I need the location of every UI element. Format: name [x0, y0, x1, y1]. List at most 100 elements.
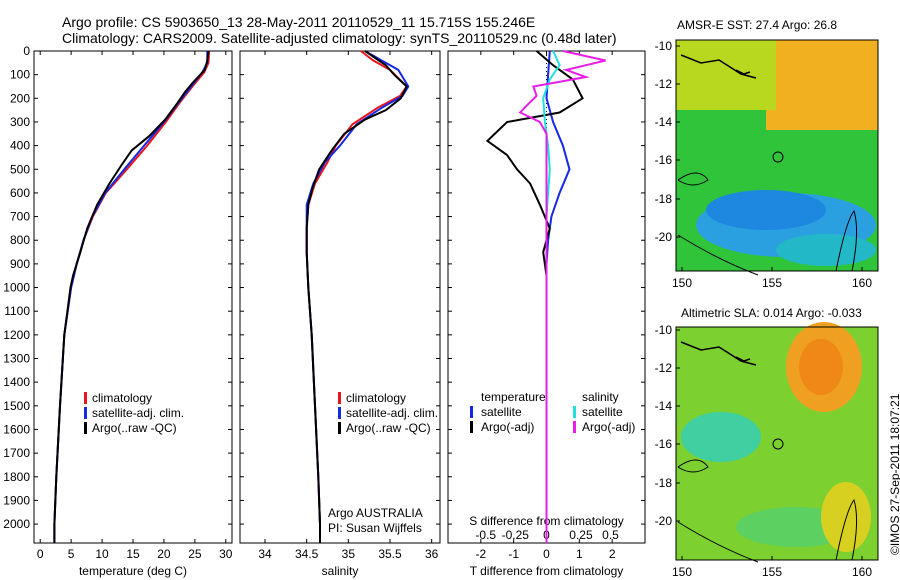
low-sla-patch: [681, 412, 761, 462]
legend-label: Argo(..raw -QC): [92, 421, 177, 435]
map-lat-label: -20: [655, 230, 673, 244]
depth-tick-label: 2000: [3, 517, 30, 531]
x-tick-label: 5: [68, 547, 75, 561]
contour: [677, 521, 759, 563]
series-line: [518, 50, 606, 543]
contour: [677, 172, 709, 186]
legend-swatch: [573, 421, 576, 433]
x-tick-label: 34: [258, 547, 272, 561]
legend-swatch: [573, 406, 576, 418]
x-tick-label: 35: [342, 547, 356, 561]
credit-line-2: PI: Susan Wijffels: [328, 521, 422, 535]
map-lat-label: -20: [655, 514, 673, 528]
warm-patch: [676, 40, 776, 110]
depth-tick-label: 1900: [3, 493, 30, 507]
legend-label: Argo(..raw -QC): [346, 421, 431, 435]
cool-patch: [706, 190, 826, 230]
legend-swatch: [338, 422, 341, 434]
depth-tick-label: 0: [23, 44, 30, 58]
map-lat-label: -18: [655, 192, 673, 206]
map-lon-label: 160: [852, 565, 872, 579]
map-lat-label: -14: [655, 115, 673, 129]
sla-map-title: Altimetric SLA: 0.014 Argo: -0.033: [681, 306, 862, 320]
legend-swatch: [84, 392, 87, 404]
map-lat-label: -10: [655, 39, 673, 53]
legend-label: climatology: [346, 391, 406, 405]
map-lon-label: 155: [762, 276, 782, 290]
depth-tick-label: 500: [10, 162, 30, 176]
x-tick-label: 20: [157, 547, 171, 561]
map-lon-label: 150: [672, 276, 692, 290]
depth-tick-label: 1800: [3, 470, 30, 484]
map-lat-label: -16: [655, 437, 673, 451]
credit-line-1: Argo AUSTRALIA: [328, 506, 423, 520]
x-tick-label: 0: [543, 547, 550, 561]
x-axis-label: T difference from climatology: [470, 564, 624, 578]
diff-legend-label: Argo(-adj): [481, 420, 534, 434]
warm-patch: [766, 40, 878, 130]
legend-swatch: [338, 392, 341, 404]
depth-tick-label: 1700: [3, 446, 30, 460]
x-tick-label: 10: [95, 547, 109, 561]
series-line: [53, 50, 210, 543]
legend-label: satellite-adj. clim.: [346, 406, 438, 420]
x-tick-label: 2: [609, 547, 616, 561]
map-lon-label: 155: [762, 565, 782, 579]
high-sla-patch: [799, 339, 843, 395]
x-axis-label: temperature (deg C): [79, 564, 187, 578]
legend-swatch: [470, 406, 473, 418]
chart-title-line-1: Argo profile: CS 5903650_13 28-May-2011 …: [62, 14, 536, 30]
contour: [677, 459, 709, 473]
depth-tick-label: 1600: [3, 422, 30, 436]
legend-swatch: [338, 407, 341, 419]
x-axis-label: salinity: [322, 564, 359, 578]
contour: [835, 498, 858, 561]
depth-tick-label: 1100: [4, 304, 30, 318]
x-tick-label: 25: [188, 547, 202, 561]
x-tick-label: -2: [475, 547, 486, 561]
contour: [835, 209, 858, 272]
diff-legend-label: Argo(-adj): [582, 420, 635, 434]
diff-legend-label: satellite: [582, 405, 623, 419]
map-lat-label: -10: [655, 323, 673, 337]
legend-label: climatology: [92, 391, 152, 405]
coastline: [735, 356, 751, 362]
coastline: [680, 341, 757, 366]
map-frame: [675, 39, 879, 272]
depth-tick-label: 800: [10, 233, 30, 247]
map-lat-label: -12: [655, 361, 673, 375]
diff-legend-temp-head: temperature: [481, 390, 546, 404]
depth-tick-label: 300: [10, 115, 30, 129]
timestamp: ©IMOS 27-Sep-2011 18:07:21: [888, 393, 900, 555]
map-lat-label: -16: [655, 153, 673, 167]
series-line: [305, 50, 408, 543]
sst-map: [675, 39, 879, 276]
depth-tick-label: 900: [10, 257, 30, 271]
legend-label: satellite-adj. clim.: [92, 406, 184, 420]
legend-swatch: [84, 422, 87, 434]
plot-frame-1: [239, 50, 441, 544]
contour: [677, 234, 759, 276]
legend-swatch: [470, 421, 473, 433]
depth-tick-label: 700: [10, 210, 30, 224]
x2-tick-label: 0.5: [602, 528, 619, 542]
x-tick-label: 0: [37, 547, 44, 561]
x-tick-label: 1: [576, 547, 583, 561]
x2-tick-label: 0.25: [569, 528, 593, 542]
depth-tick-label: 1400: [3, 375, 30, 389]
x-tick-label: 30: [219, 547, 233, 561]
depth-tick-label: 1000: [3, 281, 30, 295]
coastline: [735, 69, 751, 75]
diff-legend-label: satellite: [481, 405, 522, 419]
depth-tick-label: 600: [10, 186, 30, 200]
map-lon-label: 150: [672, 565, 692, 579]
coastline: [680, 54, 757, 79]
map-lat-label: -14: [655, 399, 673, 413]
diff-legend-sal-head: salinity: [582, 390, 619, 404]
x-tick-label: 34.5: [295, 547, 319, 561]
x-tick-label: 36: [425, 547, 439, 561]
map-lat-label: -18: [655, 476, 673, 490]
x2-tick-label: -0.5: [475, 528, 496, 542]
plot-frame-0: [33, 50, 233, 544]
